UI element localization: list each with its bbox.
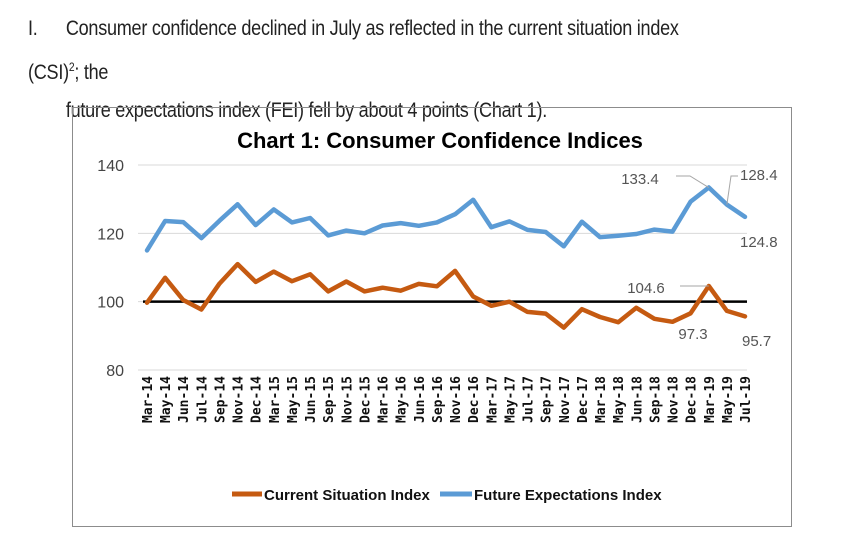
y-axis: 80 100 120 140	[97, 158, 124, 380]
item-number: I.	[28, 17, 38, 40]
data-label: 97.3	[678, 326, 707, 343]
x-tick-label: Dec-14	[250, 376, 265, 423]
x-tick-label: Mar-16	[377, 376, 392, 423]
x-tick-label: Nov-14	[232, 376, 247, 423]
x-tick-label: Dec-16	[467, 376, 482, 423]
data-label-leader	[726, 175, 738, 205]
x-tick-label: Mar-17	[485, 376, 500, 423]
legend-csi-label: Current Situation Index	[264, 487, 431, 504]
paragraph-line1: Consumer confidence declined in July as …	[28, 17, 679, 84]
x-tick-label: May-17	[503, 376, 518, 423]
chart-frame	[72, 107, 792, 527]
x-tick-label: Mar-15	[268, 376, 283, 423]
y-tick-label: 120	[97, 226, 124, 243]
x-tick-label: May-14	[159, 376, 174, 423]
x-tick-label: Nov-16	[449, 376, 464, 423]
data-label: 104.6	[627, 280, 665, 297]
x-tick-label: Mar-18	[594, 376, 609, 423]
data-label: 128.4	[740, 167, 778, 184]
gridlines	[138, 164, 747, 371]
series-line-csi	[144, 261, 748, 330]
x-tick-label: Sep-16	[431, 376, 446, 423]
x-tick-label: Dec-18	[685, 376, 700, 423]
data-label: 133.4	[621, 171, 659, 188]
x-tick-label: Mar-14	[141, 376, 156, 423]
legend: Current Situation Index Future Expectatio…	[232, 487, 662, 504]
x-tick-label: Sep-14	[213, 376, 228, 423]
x-tick-label: Sep-17	[540, 376, 555, 423]
x-tick-label: Jun-14	[177, 376, 192, 423]
y-tick-label: 100	[97, 295, 124, 312]
x-tick-label: May-18	[612, 376, 627, 423]
x-tick-label: Dec-17	[576, 376, 591, 423]
legend-fei-label: Future Expectations Index	[474, 487, 662, 504]
x-tick-label: Dec-15	[358, 376, 373, 423]
x-tick-label: May-19	[721, 376, 736, 423]
y-tick-label: 80	[106, 363, 124, 380]
paragraph-line1-end: ; the	[74, 61, 109, 84]
x-tick-label: Jul-14	[195, 376, 210, 423]
series-group	[144, 185, 748, 330]
chart-title: Chart 1: Consumer Confidence Indices	[237, 128, 643, 153]
x-tick-label: Nov-17	[558, 376, 573, 423]
annotations: 133.4 128.4 124.8 104.6 97.3 95.7	[621, 167, 777, 350]
x-tick-label: Jun-16	[413, 376, 428, 423]
x-tick-label: May-16	[395, 376, 410, 423]
paragraph-line2: future expectations index (FEI) fell by …	[65, 99, 547, 122]
x-axis: Mar-14 May-14 Jun-14 Jul-14 Sep-14 Nov-14 Dec-…	[141, 376, 754, 423]
x-tick-label: Jul-19	[739, 376, 754, 423]
x-tick-label: Jul-17	[522, 376, 537, 423]
x-tick-label: Sep-15	[322, 376, 337, 423]
x-tick-label: Nov-18	[667, 376, 682, 423]
y-tick-label: 140	[97, 158, 124, 175]
x-tick-label: May-15	[286, 376, 301, 423]
footnote-marker[interactable]: 2	[68, 60, 75, 74]
data-label: 124.8	[740, 234, 778, 251]
x-tick-label: Jun-18	[630, 376, 645, 423]
data-label: 95.7	[742, 333, 771, 350]
series-line-fei	[144, 185, 748, 253]
data-label-leader	[676, 175, 710, 188]
x-tick-label: Mar-19	[703, 376, 718, 423]
x-tick-label: Sep-18	[648, 376, 663, 423]
x-tick-label: Jun-15	[304, 376, 319, 423]
intro-paragraph: I. Consumer confidence declined in July a…	[28, 10, 716, 130]
x-tick-label: Nov-15	[340, 376, 355, 423]
